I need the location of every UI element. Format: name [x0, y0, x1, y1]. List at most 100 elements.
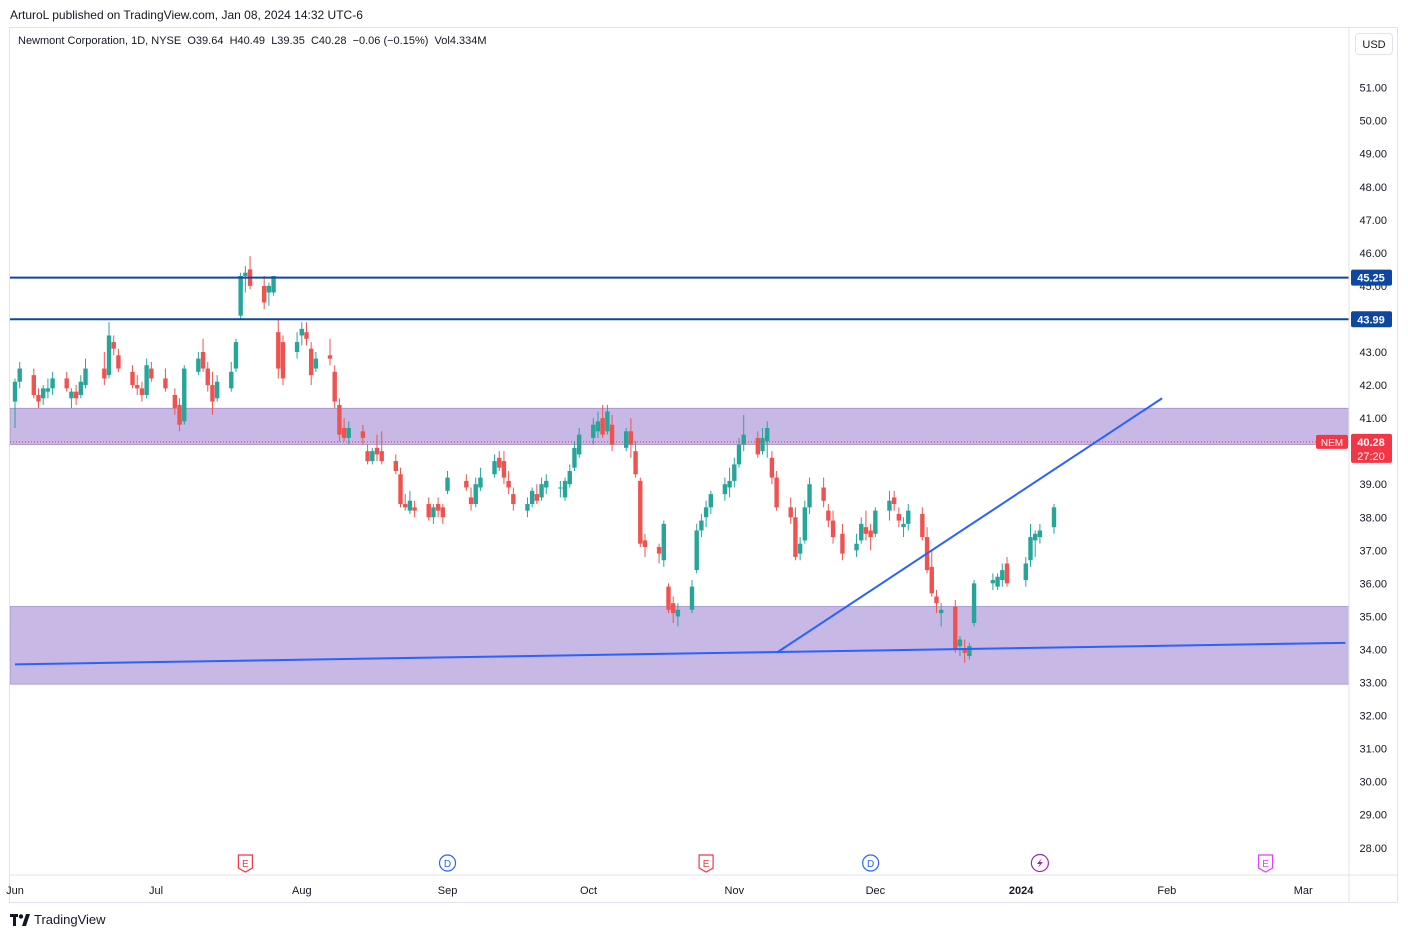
symbol-legend: Newmont Corporation, 1D, NYSE O39.64 H40…: [18, 35, 487, 47]
candle-body: [802, 507, 808, 541]
candle-body: [445, 477, 450, 491]
candle-body: [308, 348, 314, 376]
x-tick-label: Sep: [438, 885, 458, 897]
candle-body: [562, 480, 568, 498]
candle-body: [953, 606, 958, 650]
currency-button[interactable]: USD: [1355, 33, 1393, 55]
candle-body: [840, 533, 845, 554]
x-tick-label: Oct: [580, 885, 597, 897]
candle-body: [41, 388, 46, 399]
candle-body: [534, 494, 540, 501]
tradingview-footer: TradingView: [10, 912, 106, 927]
candle-body: [271, 275, 276, 293]
candle-body: [887, 500, 892, 511]
candle-body: [492, 461, 497, 475]
legend-low: L39.35: [271, 35, 305, 47]
candle-body: [1000, 570, 1005, 581]
legend-volume: Vol4.334M: [434, 35, 487, 47]
candle-body: [854, 543, 859, 551]
y-tick-label: 50.00: [1359, 116, 1387, 128]
candle-body: [497, 457, 502, 468]
candle-body: [826, 510, 831, 521]
candle-body: [78, 381, 84, 395]
candle-body: [670, 603, 676, 614]
y-tick-label: 43.00: [1359, 347, 1387, 359]
earnings-event-icon: E: [237, 854, 253, 873]
earnings-badge: [698, 854, 714, 873]
candle-body: [591, 424, 596, 438]
candle-body: [12, 381, 18, 402]
candle-body: [374, 447, 380, 455]
candle-body: [511, 494, 516, 505]
candle-body: [130, 371, 135, 386]
x-tick-label: Dec: [866, 885, 886, 897]
dividend-event-icon: D: [862, 854, 880, 872]
candle-body: [50, 378, 55, 389]
earnings-letter: E: [1262, 859, 1269, 870]
earnings-badge: [237, 854, 253, 873]
candle-body: [506, 480, 511, 488]
candle-body: [920, 513, 925, 538]
candle-body: [294, 342, 300, 352]
candle-body: [732, 464, 737, 481]
candle-body: [868, 530, 873, 538]
dividend-badge: [862, 854, 880, 872]
candle-body: [135, 385, 140, 389]
candle-body: [149, 368, 154, 379]
candle-body: [36, 394, 41, 402]
x-tick-label: 2024: [1009, 885, 1034, 897]
candle-body: [821, 487, 826, 501]
candle-body: [266, 285, 272, 293]
candle-body: [139, 388, 145, 395]
x-tick-label: Aug: [292, 885, 312, 897]
candle-body: [605, 411, 610, 432]
candle-body: [906, 510, 911, 524]
x-tick-label: Mar: [1294, 885, 1313, 897]
candle-body: [360, 431, 366, 438]
candle-body: [238, 275, 243, 316]
candle-body: [1037, 530, 1043, 538]
candle-body: [807, 484, 812, 508]
candle-body: [666, 586, 671, 610]
y-tick-label: 33.00: [1359, 678, 1387, 690]
y-tick-label: 51.00: [1359, 83, 1387, 95]
candle-body: [69, 391, 74, 399]
y-tick-label: 39.00: [1359, 479, 1387, 491]
dividend-event-icon: D: [438, 854, 457, 872]
candle-body: [111, 342, 116, 349]
candle-body: [177, 404, 182, 425]
y-tick-label: 34.00: [1359, 644, 1387, 656]
candle-body: [205, 368, 210, 386]
candle-body: [73, 391, 79, 399]
y-tick-label: 31.00: [1359, 744, 1387, 756]
candle-body: [765, 428, 770, 442]
candle-body: [346, 428, 351, 438]
dividend-badge: [438, 854, 457, 872]
candle-body: [727, 480, 732, 488]
candle-body: [760, 437, 765, 452]
candle-body: [144, 365, 149, 395]
candle-body: [572, 447, 577, 468]
earnings-letter: E: [242, 859, 249, 870]
candle-body: [703, 507, 709, 518]
candle-body: [957, 639, 963, 647]
candle-body: [83, 368, 88, 386]
candle-body: [426, 504, 431, 518]
level-tag-0: [1351, 269, 1392, 286]
candle-body: [891, 497, 897, 505]
earnings-event-icon: E: [1257, 854, 1274, 873]
candle-body: [859, 523, 864, 541]
candle-body: [403, 504, 408, 508]
candle-body: [623, 431, 629, 448]
last-price-label: 40.28: [1357, 437, 1385, 449]
zone-0: [10, 407, 1349, 445]
symbol-tag-label: NEM: [1321, 438, 1343, 449]
candle-body: [558, 487, 563, 489]
candle-body: [210, 385, 215, 402]
candle-body: [656, 546, 662, 554]
dividend-letter: D: [444, 859, 451, 870]
candle-body: [661, 523, 666, 561]
candle-body: [365, 451, 370, 462]
x-tick-label: Nov: [725, 885, 745, 897]
